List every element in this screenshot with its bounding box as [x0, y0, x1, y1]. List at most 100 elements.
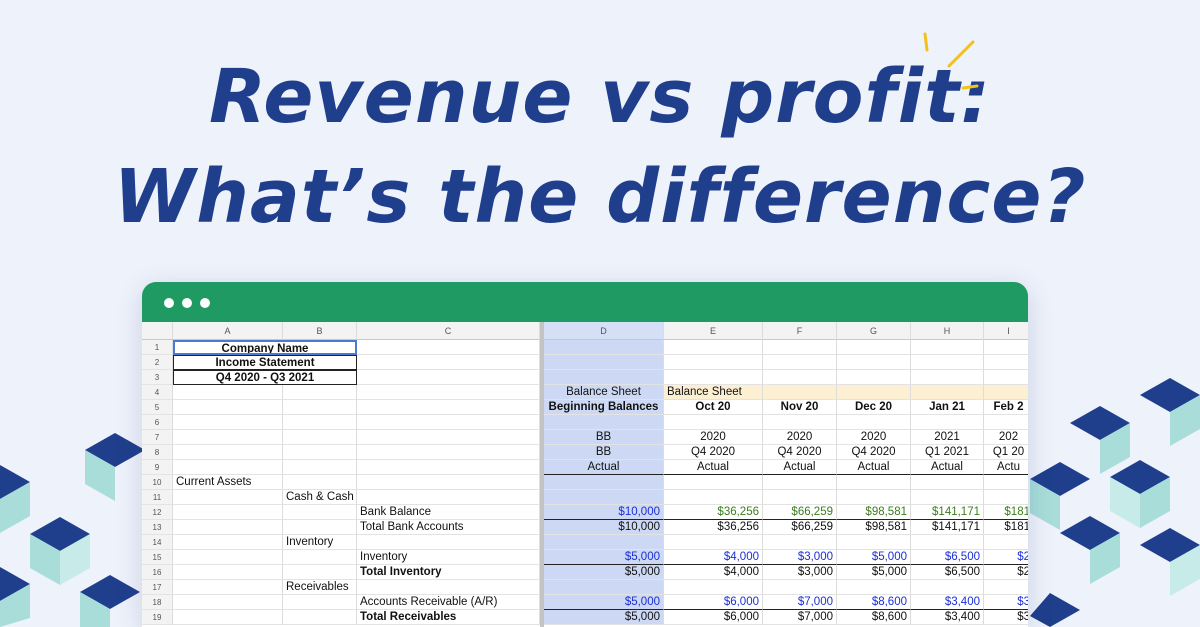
cell-e9[interactable]: Actual — [664, 460, 763, 475]
cell-d1[interactable] — [544, 340, 664, 355]
cell-e5[interactable]: Oct 20 — [664, 400, 763, 415]
column-header-e[interactable]: E — [664, 322, 763, 340]
cell-h5[interactable]: Jan 21 — [911, 400, 984, 415]
cell-g14[interactable] — [837, 535, 911, 550]
cell-c8[interactable] — [357, 445, 540, 460]
cell-b8[interactable] — [283, 445, 357, 460]
cell-g3[interactable] — [837, 370, 911, 385]
cell-g16[interactable]: $5,000 — [837, 565, 911, 580]
cell-d5[interactable]: Beginning Balances — [544, 400, 664, 415]
cell-c11[interactable] — [357, 490, 540, 505]
cell-c14[interactable] — [357, 535, 540, 550]
cell-d8[interactable]: BB — [544, 445, 664, 460]
cell-i4[interactable] — [984, 385, 1028, 400]
cell-e8[interactable]: Q4 2020 — [664, 445, 763, 460]
cell-i18[interactable]: $3 — [984, 595, 1028, 610]
cell-g11[interactable] — [837, 490, 911, 505]
row-number[interactable]: 4 — [142, 385, 173, 400]
row-number[interactable]: 2 — [142, 355, 173, 370]
cell-b14[interactable]: Inventory — [283, 535, 357, 550]
cell-e14[interactable] — [664, 535, 763, 550]
cell-d3[interactable] — [544, 370, 664, 385]
cell-e19[interactable]: $6,000 — [664, 610, 763, 625]
cell-a18[interactable] — [173, 595, 283, 610]
cell-a11[interactable] — [173, 490, 283, 505]
cell-f17[interactable] — [763, 580, 837, 595]
cell-h18[interactable]: $3,400 — [911, 595, 984, 610]
row-number[interactable]: 9 — [142, 460, 173, 475]
cell-f19[interactable]: $7,000 — [763, 610, 837, 625]
window-control-dot[interactable] — [200, 298, 210, 308]
row-number[interactable]: 18 — [142, 595, 173, 610]
cell-f13[interactable]: $66,259 — [763, 520, 837, 535]
cell-d4[interactable]: Balance Sheet — [544, 385, 664, 400]
cell-f18[interactable]: $7,000 — [763, 595, 837, 610]
cell-c5[interactable] — [357, 400, 540, 415]
cell-c6[interactable] — [357, 415, 540, 430]
column-header-h[interactable]: H — [911, 322, 984, 340]
cell-f8[interactable]: Q4 2020 — [763, 445, 837, 460]
column-header-c[interactable]: C — [357, 322, 540, 340]
window-control-dot[interactable] — [182, 298, 192, 308]
cell-c17[interactable] — [357, 580, 540, 595]
cell-e11[interactable] — [664, 490, 763, 505]
cell-h3[interactable] — [911, 370, 984, 385]
cell-b17[interactable]: Receivables — [283, 580, 357, 595]
cell-g5[interactable]: Dec 20 — [837, 400, 911, 415]
cell-a9[interactable] — [173, 460, 283, 475]
cell-d16[interactable]: $5,000 — [544, 565, 664, 580]
cell-i1[interactable] — [984, 340, 1028, 355]
cell-g10[interactable] — [837, 475, 911, 490]
column-header-a[interactable]: A — [173, 322, 283, 340]
cell-h13[interactable]: $141,171 — [911, 520, 984, 535]
cell-i11[interactable] — [984, 490, 1028, 505]
cell-f9[interactable]: Actual — [763, 460, 837, 475]
cell-g9[interactable]: Actual — [837, 460, 911, 475]
cell-i13[interactable]: $181 — [984, 520, 1028, 535]
row-number[interactable]: 15 — [142, 550, 173, 565]
cell-b16[interactable] — [283, 565, 357, 580]
cell-c19[interactable]: Total Receivables — [357, 610, 540, 625]
cell-b13[interactable] — [283, 520, 357, 535]
cell-c9[interactable] — [357, 460, 540, 475]
column-header-f[interactable]: F — [763, 322, 837, 340]
cell-b19[interactable] — [283, 610, 357, 625]
cell-d18[interactable]: $5,000 — [544, 595, 664, 610]
cell-i9[interactable]: Actu — [984, 460, 1028, 475]
row-number[interactable]: 10 — [142, 475, 173, 490]
cell-a2[interactable]: Income Statement — [173, 355, 357, 370]
cell-i12[interactable]: $181 — [984, 505, 1028, 520]
cell-e13[interactable]: $36,256 — [664, 520, 763, 535]
cell-d6[interactable] — [544, 415, 664, 430]
cell-h16[interactable]: $6,500 — [911, 565, 984, 580]
cell-c13[interactable]: Total Bank Accounts — [357, 520, 540, 535]
row-number[interactable]: 11 — [142, 490, 173, 505]
cell-e15[interactable]: $4,000 — [664, 550, 763, 565]
frozen-pane-divider[interactable] — [540, 322, 544, 627]
cell-f2[interactable] — [763, 355, 837, 370]
cell-i14[interactable] — [984, 535, 1028, 550]
cell-i16[interactable]: $2 — [984, 565, 1028, 580]
cell-b15[interactable] — [283, 550, 357, 565]
row-number[interactable]: 19 — [142, 610, 173, 625]
cell-f15[interactable]: $3,000 — [763, 550, 837, 565]
cell-a17[interactable] — [173, 580, 283, 595]
cell-f14[interactable] — [763, 535, 837, 550]
cell-f1[interactable] — [763, 340, 837, 355]
cell-h9[interactable]: Actual — [911, 460, 984, 475]
cell-g12[interactable]: $98,581 — [837, 505, 911, 520]
cell-d12[interactable]: $10,000 — [544, 505, 664, 520]
row-number[interactable]: 3 — [142, 370, 173, 385]
cell-i8[interactable]: Q1 20 — [984, 445, 1028, 460]
cell-a19[interactable] — [173, 610, 283, 625]
cell-b4[interactable] — [283, 385, 357, 400]
cell-d15[interactable]: $5,000 — [544, 550, 664, 565]
cell-g4[interactable] — [837, 385, 911, 400]
column-header-b[interactable]: B — [283, 322, 357, 340]
cell-d14[interactable] — [544, 535, 664, 550]
row-number[interactable]: 1 — [142, 340, 173, 355]
cell-b12[interactable] — [283, 505, 357, 520]
cell-a4[interactable] — [173, 385, 283, 400]
column-header-d[interactable]: D — [544, 322, 664, 340]
cell-i15[interactable]: $2 — [984, 550, 1028, 565]
